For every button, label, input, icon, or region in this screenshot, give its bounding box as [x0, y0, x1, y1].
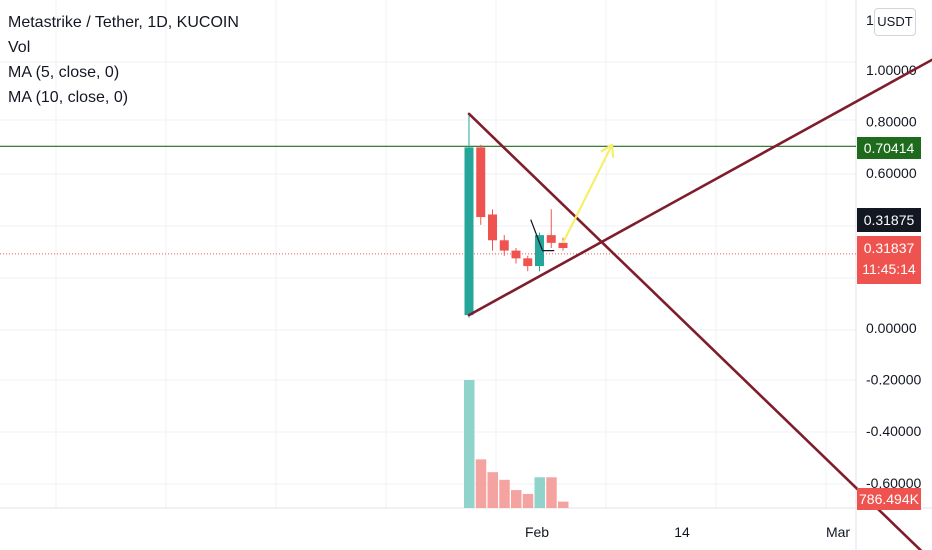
volume-bar [534, 477, 545, 508]
trendline-ascending[interactable] [467, 24, 932, 317]
legend-title: Metastrike / Tether, 1D, KUCOIN [8, 14, 239, 31]
candle-body[interactable] [558, 242, 568, 249]
chart-legend: Metastrike / Tether, 1D, KUCOIN Vol MA (… [8, 10, 239, 110]
volume-bar [475, 459, 487, 508]
y-tick-label: 0.60000 [866, 165, 917, 181]
x-tick-label: Mar [826, 524, 850, 540]
projection-arrow-head [600, 143, 615, 158]
y-tick-label: -0.20000 [866, 372, 921, 388]
legend-ma10[interactable]: MA (10, close, 0) [8, 89, 129, 106]
volume-bar [546, 477, 557, 508]
y-tick-label: 0.80000 [866, 114, 917, 130]
volume-bar [499, 479, 510, 508]
y-tick-label: 0.00000 [866, 320, 917, 336]
last-price-dark-badge: 0.31875 [857, 208, 921, 232]
volume-bar [511, 490, 522, 508]
level-price-badge: 0.70414 [857, 137, 921, 159]
ma-line [530, 219, 555, 252]
candle-body[interactable] [535, 235, 544, 267]
x-tick-label: 14 [674, 524, 690, 540]
volume-bar [464, 380, 475, 508]
y-tick-label: 1.00000 [866, 62, 917, 78]
legend-vol[interactable]: Vol [8, 39, 31, 56]
candle-body[interactable] [464, 147, 474, 316]
candle-body[interactable] [476, 147, 486, 218]
last-price-value: 0.31837 [863, 240, 915, 256]
x-tick-label: Feb [525, 524, 549, 540]
y-tick-label: -0.60000 [866, 475, 921, 491]
volume-badge: 786.494K [857, 488, 921, 510]
candle-body[interactable] [499, 240, 509, 251]
y-tick-label: -0.40000 [866, 423, 921, 439]
legend-ma5[interactable]: MA (5, close, 0) [8, 64, 120, 81]
volume-bar [522, 493, 534, 508]
volume-bar [487, 472, 498, 508]
volume-bar [558, 501, 569, 508]
projection-arrow[interactable] [562, 144, 613, 244]
currency-button[interactable]: USDT [874, 8, 916, 36]
candle-body[interactable] [546, 235, 556, 243]
y-tick-label-top: 1 [866, 12, 874, 28]
countdown-timer: 11:45:14 [862, 261, 916, 277]
candle-body[interactable] [511, 250, 521, 259]
candle-body[interactable] [488, 214, 497, 241]
last-price-badge: 0.31837 11:45:14 [857, 236, 921, 284]
candle-body[interactable] [523, 258, 533, 267]
